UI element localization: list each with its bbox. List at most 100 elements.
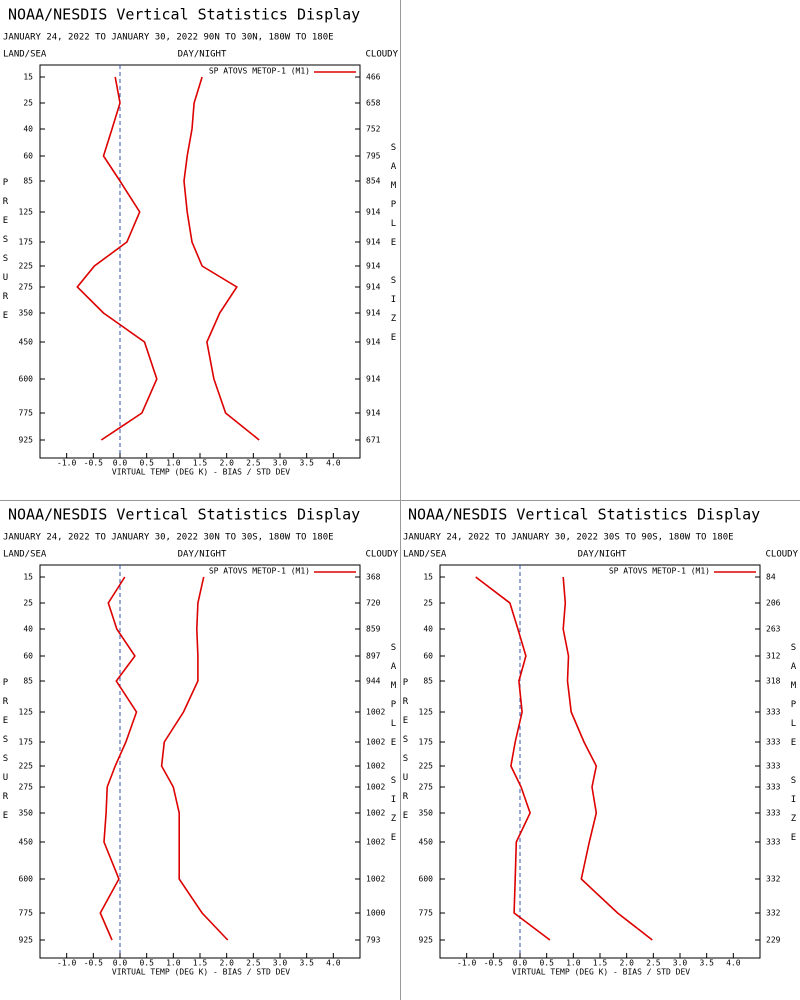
data-line bbox=[562, 576, 653, 941]
x-tick-label: 2.5 bbox=[246, 459, 261, 468]
sample-size-label: 1002 bbox=[366, 838, 385, 847]
sample-size-label: 206 bbox=[766, 599, 781, 608]
x-tick-label: 2.0 bbox=[619, 959, 634, 968]
sample-size-label: 658 bbox=[366, 99, 381, 108]
sample-size-label: 333 bbox=[766, 708, 781, 717]
legend-label: SP ATOVS METOP-1 (M1) bbox=[609, 567, 710, 576]
y-tick-label: 775 bbox=[19, 409, 34, 418]
sample-size-label: 84 bbox=[766, 573, 776, 582]
header-left: LAND/SEA bbox=[3, 550, 47, 560]
sample-size-label: 914 bbox=[366, 238, 381, 247]
sample-size-label: 854 bbox=[366, 177, 381, 186]
y-tick-label: 25 bbox=[23, 599, 33, 608]
y2-axis-title: SAMPLE SIZE bbox=[789, 643, 799, 852]
y-tick-label: 15 bbox=[423, 573, 433, 582]
y-tick-label: 775 bbox=[419, 909, 434, 918]
subtitle: JANUARY 24, 2022 TO JANUARY 30, 2022 90N… bbox=[3, 33, 334, 43]
sample-size-label: 914 bbox=[366, 283, 381, 292]
y-tick-label: 60 bbox=[423, 652, 433, 661]
sample-size-label: 332 bbox=[766, 875, 781, 884]
sample-size-label: 333 bbox=[766, 783, 781, 792]
header-left: LAND/SEA bbox=[403, 550, 447, 560]
sample-size-label: 752 bbox=[366, 125, 381, 134]
x-tick-label: 1.0 bbox=[166, 959, 181, 968]
y-tick-label: 350 bbox=[19, 309, 34, 318]
header-right: CLOUDY bbox=[765, 550, 798, 560]
x-tick-label: 1.5 bbox=[193, 959, 208, 968]
sample-size-label: 795 bbox=[366, 152, 381, 161]
x-tick-label: 2.0 bbox=[219, 459, 234, 468]
y-tick-label: 25 bbox=[23, 99, 33, 108]
data-line bbox=[76, 76, 158, 441]
x-tick-label: 3.5 bbox=[699, 959, 714, 968]
sample-size-label: 312 bbox=[766, 652, 781, 661]
sample-size-label: 914 bbox=[366, 262, 381, 271]
x-tick-label: 3.5 bbox=[299, 959, 314, 968]
x-axis-title: VIRTUAL TEMP (DEG K) - BIAS / STD DEV bbox=[112, 968, 290, 977]
chart-title: NOAA/NESDIS Vertical Statistics Display bbox=[408, 506, 760, 524]
y-tick-label: 350 bbox=[419, 809, 434, 818]
y-tick-label: 15 bbox=[23, 573, 33, 582]
y-tick-label: 275 bbox=[419, 783, 434, 792]
sample-size-label: 1002 bbox=[366, 738, 385, 747]
y-tick-label: 600 bbox=[19, 875, 34, 884]
y-axis-title: PRESSURE bbox=[1, 678, 11, 830]
sample-size-label: 1002 bbox=[366, 875, 385, 884]
subtitle: JANUARY 24, 2022 TO JANUARY 30, 2022 30S… bbox=[403, 533, 734, 543]
y-tick-label: 175 bbox=[19, 238, 34, 247]
y-tick-label: 125 bbox=[419, 708, 434, 717]
x-tick-label: -1.0 bbox=[57, 459, 76, 468]
y-axis-title: PRESSURE bbox=[1, 178, 11, 330]
y-tick-label: 775 bbox=[19, 909, 34, 918]
y-tick-label: 275 bbox=[19, 283, 34, 292]
x-tick-label: -0.5 bbox=[84, 459, 103, 468]
y-tick-label: 600 bbox=[419, 875, 434, 884]
header-left: LAND/SEA bbox=[3, 50, 47, 60]
header-center: DAY/NIGHT bbox=[578, 550, 627, 560]
y-tick-label: 85 bbox=[23, 677, 33, 686]
x-tick-label: 1.5 bbox=[593, 959, 608, 968]
x-tick-label: 2.5 bbox=[646, 959, 661, 968]
x-tick-label: 4.0 bbox=[726, 959, 741, 968]
y-tick-label: 600 bbox=[19, 375, 34, 384]
sample-size-label: 333 bbox=[766, 838, 781, 847]
sample-size-label: 859 bbox=[366, 625, 381, 634]
data-line bbox=[99, 576, 138, 941]
sample-size-label: 1002 bbox=[366, 708, 385, 717]
x-tick-label: 1.0 bbox=[166, 459, 181, 468]
sample-size-label: 229 bbox=[766, 936, 781, 945]
chart-title: NOAA/NESDIS Vertical Statistics Display bbox=[8, 506, 360, 524]
x-tick-label: 3.0 bbox=[273, 959, 288, 968]
sample-size-label: 914 bbox=[366, 309, 381, 318]
y-tick-label: 225 bbox=[19, 762, 34, 771]
y2-axis-title: SAMPLE SIZE bbox=[389, 643, 399, 852]
x-tick-label: 0.0 bbox=[113, 959, 128, 968]
sample-size-label: 897 bbox=[366, 652, 381, 661]
legend-label: SP ATOVS METOP-1 (M1) bbox=[209, 567, 310, 576]
y-tick-label: 925 bbox=[19, 436, 34, 445]
x-tick-label: 2.5 bbox=[246, 959, 261, 968]
sample-size-label: 914 bbox=[366, 208, 381, 217]
y-tick-label: 925 bbox=[19, 936, 34, 945]
sample-size-label: 914 bbox=[366, 375, 381, 384]
chart-panel: NOAA/NESDIS Vertical Statistics Display J… bbox=[1, 6, 399, 477]
x-tick-label: 0.5 bbox=[539, 959, 554, 968]
x-tick-label: -1.0 bbox=[457, 959, 476, 968]
sample-size-label: 914 bbox=[366, 338, 381, 347]
chart-title: NOAA/NESDIS Vertical Statistics Display bbox=[8, 6, 360, 24]
x-tick-label: -1.0 bbox=[57, 959, 76, 968]
x-tick-label: 0.0 bbox=[113, 459, 128, 468]
data-line bbox=[183, 76, 260, 441]
sample-size-label: 1002 bbox=[366, 809, 385, 818]
sample-size-label: 263 bbox=[766, 625, 781, 634]
sample-size-label: 333 bbox=[766, 738, 781, 747]
x-axis-title: VIRTUAL TEMP (DEG K) - BIAS / STD DEV bbox=[512, 968, 690, 977]
header-center: DAY/NIGHT bbox=[178, 50, 227, 60]
sample-size-label: 466 bbox=[366, 73, 381, 82]
y-tick-label: 40 bbox=[23, 125, 33, 134]
y-tick-label: 40 bbox=[23, 625, 33, 634]
y-tick-label: 450 bbox=[19, 838, 34, 847]
y-tick-label: 225 bbox=[19, 262, 34, 271]
y-tick-label: 40 bbox=[423, 625, 433, 634]
